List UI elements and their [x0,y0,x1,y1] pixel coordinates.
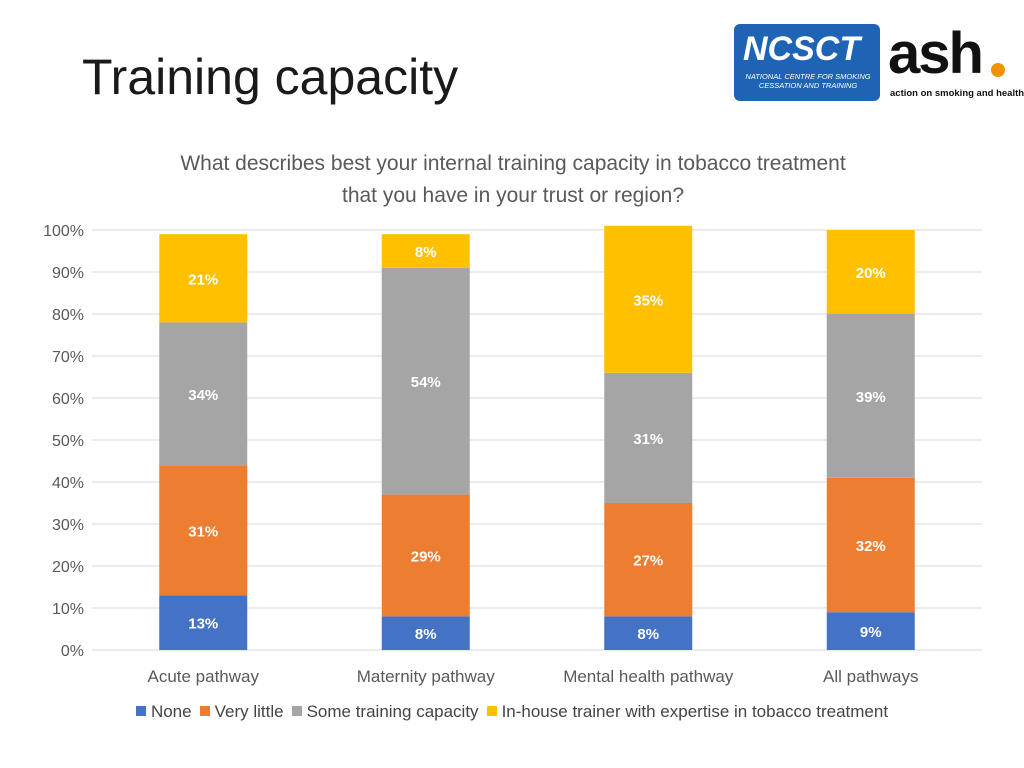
x-tick-label: Mental health pathway [563,667,734,686]
data-label: 8% [415,244,437,261]
legend-swatch [291,706,302,716]
data-label: 27% [633,553,663,570]
bar-segment [159,595,248,650]
ncsct-logo-text: NATIONAL CENTRE FOR SMOKING CESSATION AN… [742,72,874,90]
data-label: 31% [633,431,663,448]
chart-title-line: that you have in your trust or region? [342,184,684,207]
slide-title: Training capacity [82,49,459,105]
legend-item: Some training capacity [291,702,479,722]
ncsct-logo: NCSCT NATIONAL CENTRE FOR SMOKING CESSAT… [734,24,880,101]
bar-segment [159,465,248,596]
bar-segment [381,267,470,495]
y-tick-label: 100% [43,223,84,240]
data-label: 13% [188,616,218,633]
y-tick-label: 60% [52,391,84,408]
x-tick-label: Acute pathway [147,667,259,686]
ash-logo-tagline: action on smoking and health [890,88,1024,99]
y-tick-label: 90% [52,265,84,282]
data-label: 8% [415,626,437,643]
bar-segment [604,225,693,373]
data-label: 54% [411,374,441,391]
bar-segment [826,477,915,613]
bar-segment [159,322,248,466]
bar-segment [826,314,915,478]
legend-item: Very little [199,702,284,722]
bar-segment [604,372,693,503]
y-tick-label: 30% [52,517,84,534]
ncsct-logo-mark: NCSCT [743,30,861,68]
legend-swatch [199,706,210,716]
y-tick-label: 40% [52,475,84,492]
bar-segment [381,234,470,268]
bar-segment [604,616,693,650]
legend-item: None [135,702,192,722]
y-tick-label: 20% [52,559,84,576]
legend-swatch [135,706,146,716]
bar-segment [381,616,470,650]
legend-swatch [486,706,497,716]
data-label: 9% [860,624,882,641]
data-label: 21% [188,271,218,288]
data-label: 39% [856,389,886,406]
y-tick-label: 50% [52,433,84,450]
data-label: 20% [856,265,886,282]
bar-segment [159,234,248,323]
y-tick-label: 10% [52,601,84,618]
ash-logo-dot [991,63,1005,77]
data-label: 31% [188,523,218,540]
data-label: 35% [633,292,663,309]
data-label: 32% [856,538,886,555]
legend-label: Very little [214,702,284,721]
ncsct-logo-line1: NATIONAL CENTRE FOR SMOKING [745,72,871,81]
y-tick-label: 80% [52,307,84,324]
bar-segment [381,494,470,617]
bar-segment [826,612,915,650]
bar-segment [826,230,915,314]
x-tick-label: All pathways [823,667,918,686]
bar-segment [604,503,693,617]
legend-label: None [150,702,192,721]
data-label: 8% [637,626,659,643]
legend-label: In-house trainer with expertise in tobac… [501,702,889,721]
data-label: 29% [411,549,441,566]
stacked-bar-chart: What describes best your internal traini… [43,152,982,686]
ncsct-logo-line2: CESSATION AND TRAINING [758,81,858,90]
ash-logo: ash action on smoking and health [888,21,1024,101]
legend-item: In-house trainer with expertise in tobac… [486,702,889,722]
chart-title-line: What describes best your internal traini… [180,152,846,175]
chart-legend: None Very little Some training capacity In-… [0,702,1024,722]
y-tick-label: 0% [61,643,84,660]
legend-label: Some training capacity [306,702,479,721]
x-tick-label: Maternity pathway [357,667,495,686]
y-tick-label: 70% [52,349,84,366]
data-label: 34% [188,387,218,404]
ash-logo-mark: ash [888,21,984,86]
